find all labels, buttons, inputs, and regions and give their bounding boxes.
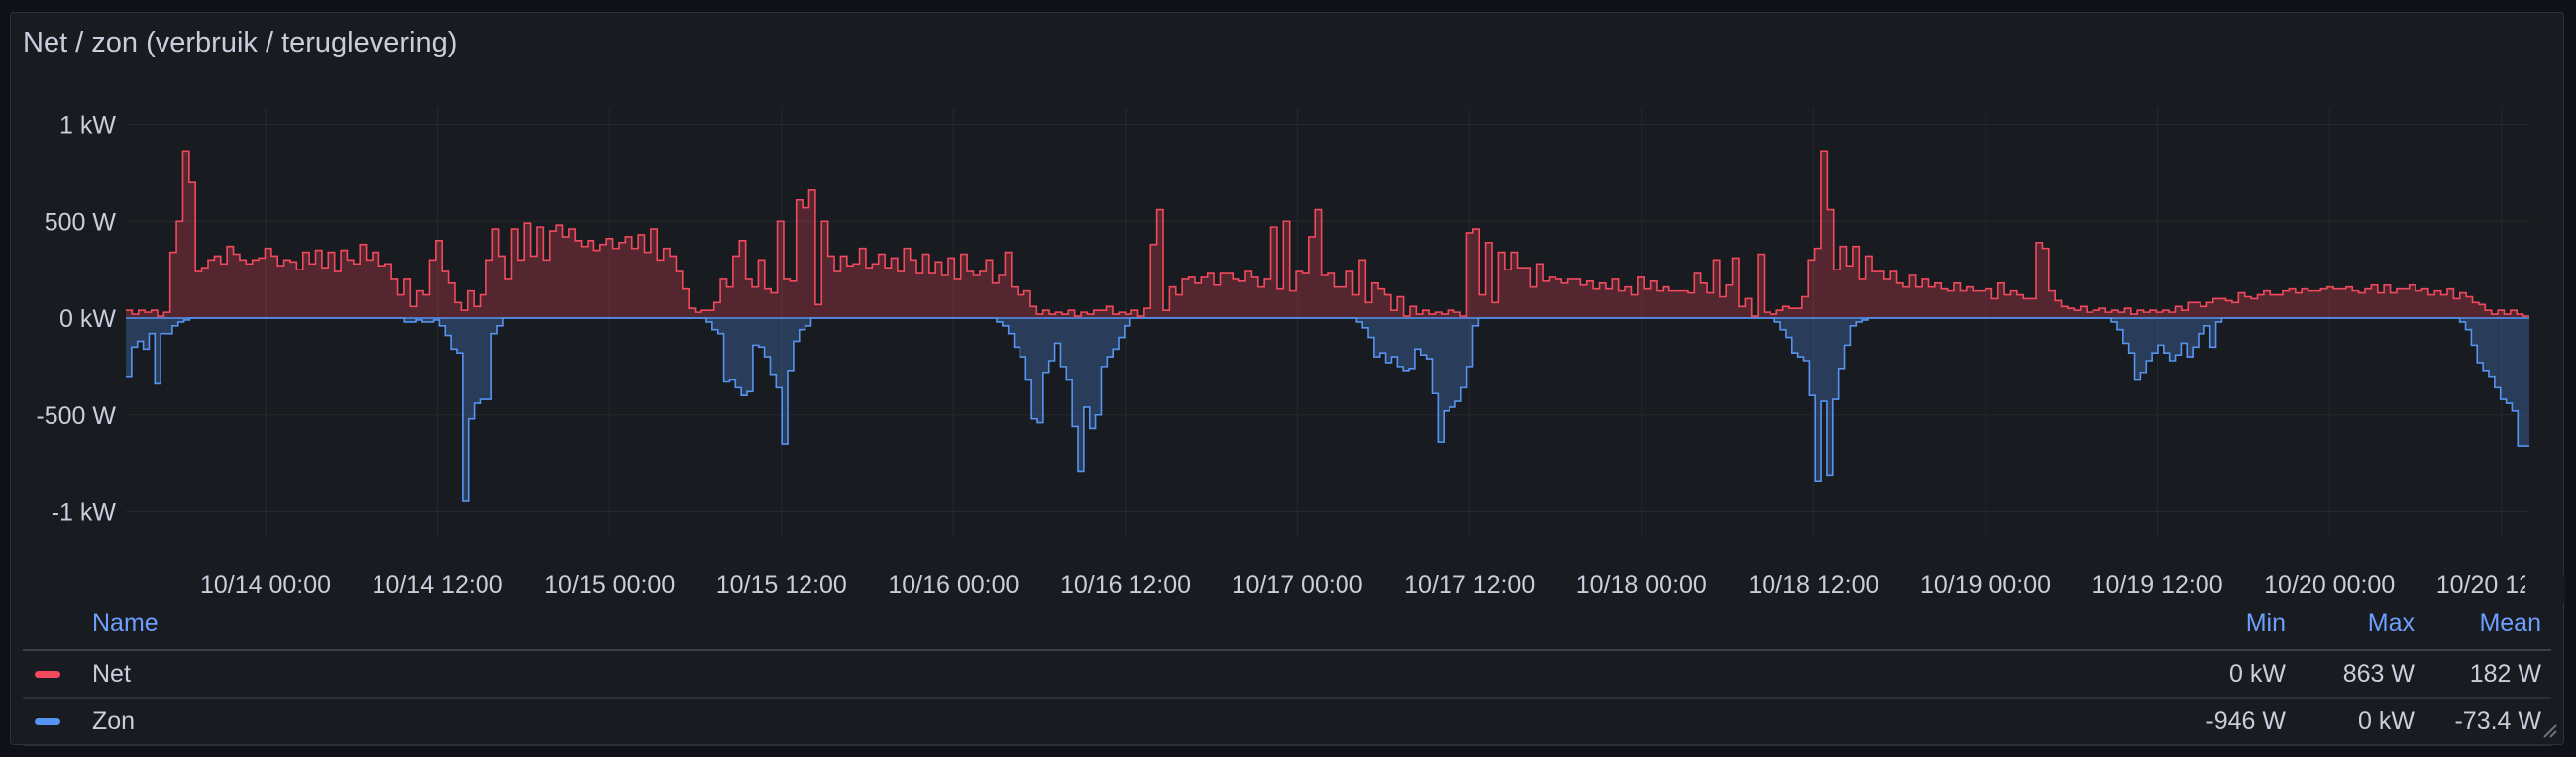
x-tick-label: 10/16 12:00: [1060, 571, 1191, 598]
x-axis-ticks: 10/14 00:00 10/14 12:00 10/15 00:00 10/15 1…: [200, 571, 2565, 603]
legend-table: Name Min Max Mean Net 0 kW 863 W 182 W Z…: [23, 601, 2551, 746]
x-tick-label: 10/19 00:00: [1920, 571, 2051, 598]
x-tick-label: 10/14 12:00: [373, 571, 503, 598]
series-line: [126, 150, 2529, 317]
legend-series-name[interactable]: Net: [92, 660, 131, 688]
series-color-swatch: [35, 671, 60, 678]
series-area-fill: [126, 318, 2529, 501]
x-tick-label: 10/17 00:00: [1233, 571, 1363, 598]
y-axis-ticks: 1 kW 500 W 0 kW -500 W -1 kW: [36, 112, 116, 527]
x-tick-label: 10/17 12:00: [1404, 571, 1535, 598]
legend-mean-value: -73.4 W: [2454, 707, 2541, 735]
legend-mean-value: 182 W: [2469, 660, 2541, 688]
x-tick-label: 10/15 00:00: [544, 571, 675, 598]
legend-max-value: 0 kW: [2358, 707, 2415, 735]
legend-row-zon[interactable]: Zon -946 W 0 kW -73.4 W: [23, 699, 2551, 746]
legend-series-name[interactable]: Zon: [92, 707, 136, 735]
series-zon: [126, 317, 2529, 502]
y-tick-label: 0 kW: [59, 305, 116, 333]
legend-header-max[interactable]: Max: [2367, 609, 2415, 637]
legend-min-value: -946 W: [2205, 707, 2286, 735]
panel-resize-handle-icon[interactable]: [2539, 720, 2557, 738]
legend-row-net[interactable]: Net 0 kW 863 W 182 W: [23, 651, 2551, 699]
series-area-fill: [126, 151, 2529, 318]
series-layer: [126, 150, 2529, 502]
x-tick-label: 10/18 00:00: [1576, 571, 1707, 598]
series-color-swatch: [35, 718, 60, 725]
y-tick-label: 1 kW: [59, 112, 116, 140]
x-tick-label: 10/15 12:00: [716, 571, 847, 598]
legend-header-mean[interactable]: Mean: [2479, 609, 2541, 637]
legend-header-name[interactable]: Name: [92, 609, 159, 637]
y-tick-label: -500 W: [36, 402, 116, 430]
legend-min-value: 0 kW: [2229, 660, 2286, 688]
x-tick-label: 10/19 12:00: [2093, 571, 2223, 598]
x-tick-label: 10/14 00:00: [200, 571, 331, 598]
x-tick-label: 10/16 00:00: [888, 571, 1019, 598]
legend-max-value: 863 W: [2342, 660, 2415, 688]
y-tick-label: 500 W: [45, 208, 117, 236]
series-net: [126, 150, 2529, 318]
legend-header: Name Min Max Mean: [23, 601, 2551, 651]
x-tick-label: 10/20 00:00: [2264, 571, 2395, 598]
x-tick-label: 10/18 12:00: [1748, 571, 1878, 598]
y-tick-label: -1 kW: [52, 499, 117, 527]
panel-title: Net / zon (verbruik / teruglevering): [23, 27, 458, 58]
timeseries-panel: Net / zon (verbruik / teruglevering) 1 k…: [10, 12, 2565, 746]
legend-header-min[interactable]: Min: [2245, 609, 2286, 637]
